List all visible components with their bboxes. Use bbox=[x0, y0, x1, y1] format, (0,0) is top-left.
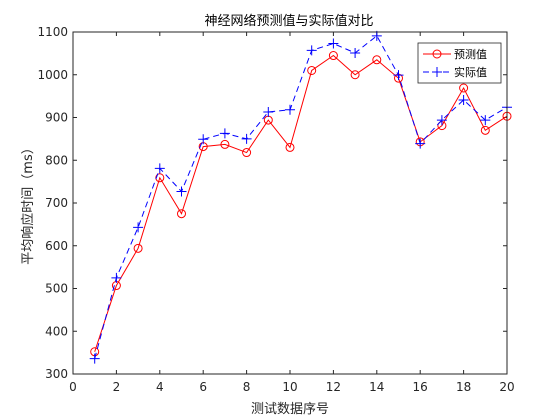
data-point-0 bbox=[285, 142, 295, 152]
data-point-0 bbox=[242, 148, 252, 158]
plot-area-frame bbox=[72, 31, 508, 375]
data-point-1 bbox=[111, 272, 122, 283]
x-tick-label: 2 bbox=[113, 380, 121, 394]
data-point-1 bbox=[393, 70, 404, 81]
chart-title: 神经网络预测值与实际值对比 bbox=[204, 13, 373, 29]
y-tick-label: 400 bbox=[45, 324, 68, 338]
data-point-0 bbox=[155, 173, 165, 183]
legend-label-predicted: 预测值 bbox=[454, 48, 487, 61]
y-tick-label: 1000 bbox=[37, 68, 68, 82]
legend-box bbox=[417, 42, 502, 84]
data-point-1 bbox=[371, 30, 382, 41]
data-point-0 bbox=[328, 51, 338, 61]
data-point-0 bbox=[133, 243, 143, 253]
data-point-1 bbox=[263, 106, 274, 117]
y-axis-label: 平均响应时间（ms） bbox=[20, 141, 36, 264]
data-point-0 bbox=[177, 209, 186, 219]
data-point-0 bbox=[372, 55, 382, 65]
axis-ticks: 0 2 4 6 8 10 12 14 16 18 20 300 400 500 600 700 800 900 10… bbox=[37, 25, 514, 394]
data-point-1 bbox=[458, 94, 469, 105]
data-point-0 bbox=[480, 125, 490, 135]
x-tick-label: 4 bbox=[156, 380, 164, 394]
data-point-1 bbox=[328, 38, 339, 49]
y-tick-label: 1100 bbox=[37, 25, 68, 39]
x-tick-label: 6 bbox=[199, 380, 207, 394]
legend-label-actual: 实际值 bbox=[454, 65, 487, 79]
data-point-1 bbox=[415, 138, 426, 149]
y-tick-label: 600 bbox=[45, 239, 68, 253]
x-tick-label: 12 bbox=[326, 380, 341, 394]
x-tick-label: 16 bbox=[413, 380, 428, 394]
data-point-1 bbox=[241, 133, 252, 144]
data-point-1 bbox=[480, 115, 491, 126]
legend-marker-predicted bbox=[432, 49, 442, 59]
x-tick-label: 20 bbox=[499, 380, 514, 394]
data-point-1 bbox=[133, 222, 144, 233]
data-point-0 bbox=[307, 65, 317, 75]
y-tick-label: 300 bbox=[45, 367, 68, 381]
x-tick-label: 8 bbox=[243, 380, 251, 394]
data-point-1 bbox=[154, 163, 165, 174]
x-tick-label: 14 bbox=[369, 380, 384, 394]
y-tick-label: 500 bbox=[45, 282, 68, 296]
data-point-1 bbox=[350, 47, 361, 58]
data-point-1 bbox=[198, 134, 209, 145]
data-point-1 bbox=[306, 45, 317, 56]
series-line-0 bbox=[94, 54, 508, 352]
x-tick-label: 0 bbox=[69, 380, 77, 394]
y-tick-label: 900 bbox=[45, 111, 68, 125]
x-axis-label: 测试数据序号 bbox=[251, 402, 329, 417]
legend-marker-actual bbox=[432, 67, 442, 77]
data-point-1 bbox=[219, 128, 230, 139]
data-point-0 bbox=[350, 70, 360, 80]
legend: 预测值 实际值 bbox=[417, 42, 502, 84]
data-point-0 bbox=[220, 139, 230, 149]
data-point-1 bbox=[285, 104, 295, 115]
data-point-1 bbox=[436, 115, 447, 126]
series-line-1 bbox=[94, 35, 508, 359]
data-point-0 bbox=[459, 83, 469, 93]
x-tick-label: 18 bbox=[456, 380, 471, 394]
y-tick-label: 800 bbox=[45, 153, 68, 167]
data-point-1 bbox=[89, 353, 100, 364]
y-tick-label: 700 bbox=[45, 196, 68, 210]
data-point-1 bbox=[176, 186, 187, 197]
x-tick-label: 10 bbox=[282, 380, 297, 394]
